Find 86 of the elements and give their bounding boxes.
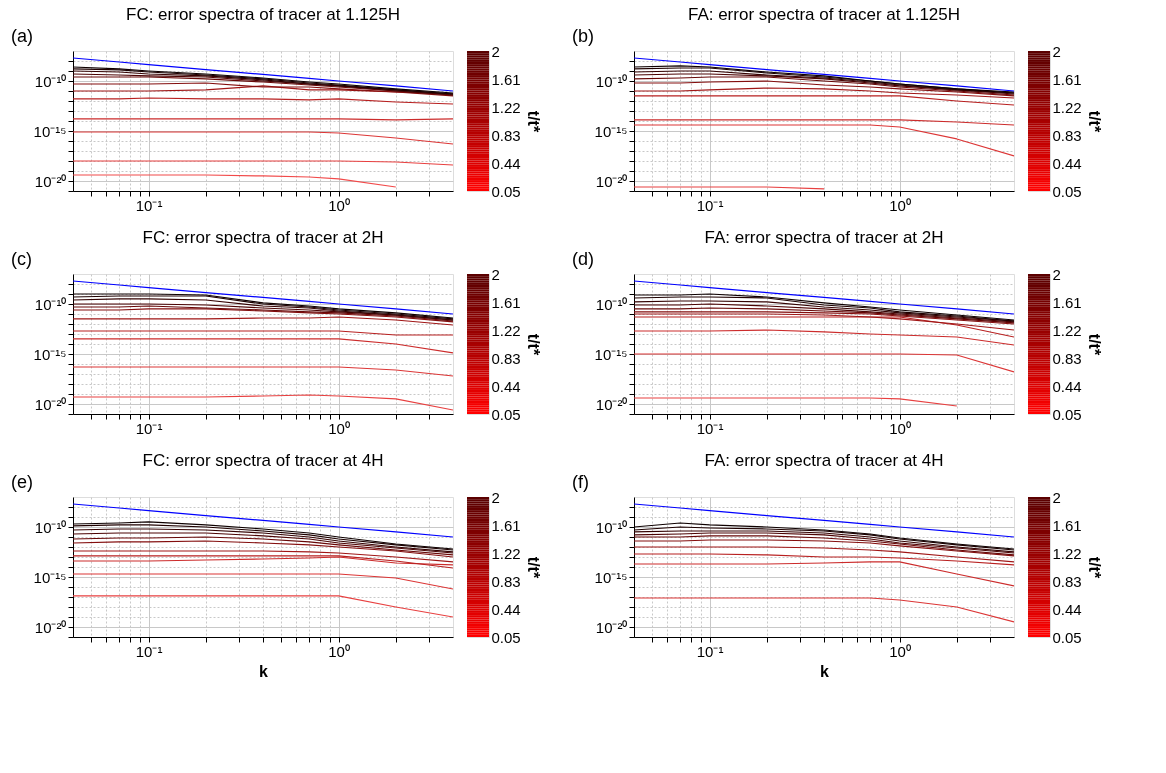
x-tick-label: 10⁻¹ (696, 642, 724, 660)
color-bar-title: t/t* (524, 333, 542, 356)
y-tick-label: 10⁻¹⁰ (34, 295, 67, 313)
color-bar-label: 1.61 (491, 293, 521, 311)
chart-title: FC: error spectra of tracer at 2H (142, 228, 384, 247)
y-tick-label: 10⁻²⁰ (34, 172, 67, 190)
color-bar-label: 0.83 (491, 349, 521, 367)
color-bar-label: 0.83 (1052, 126, 1082, 144)
color-bar-title: t/t* (524, 110, 542, 133)
color-bar-label: 0.44 (1052, 154, 1082, 172)
y-tick-label: 10⁻¹⁵ (594, 122, 628, 140)
x-axis-title: k (259, 662, 269, 680)
text: (e) (11, 472, 33, 492)
color-bar-label: 1.22 (1052, 321, 1082, 339)
color-bar-label: 1.22 (491, 321, 521, 339)
color-bar-label: 0.83 (1052, 572, 1082, 590)
color-bar-label: 2 (491, 42, 500, 60)
text: (b) (572, 26, 594, 46)
x-tick-label: 10⁰ (328, 642, 350, 660)
color-bar-label: 2 (1052, 488, 1061, 506)
x-axis-title: k (820, 662, 830, 680)
y-tick-label: 10⁻¹⁰ (595, 518, 628, 536)
color-bar-label: 1.61 (1052, 293, 1082, 311)
color-bar-title: t/t* (1085, 556, 1103, 579)
x-tick-label: 10⁰ (889, 196, 911, 214)
color-bar-label: 1.22 (491, 544, 521, 562)
color-bar-label: 0.44 (491, 600, 521, 618)
y-tick-label: 10⁻²⁰ (595, 618, 628, 636)
color-bar-label: 0.44 (1052, 377, 1082, 395)
x-tick-label: 10⁰ (328, 196, 350, 214)
chart-title: FC: error spectra of tracer at 1.125H (126, 5, 400, 24)
color-bar-label: 0.83 (491, 572, 521, 590)
color-bar-label: 0.44 (491, 377, 521, 395)
color-bar-label: 2 (1052, 42, 1061, 60)
text: (c) (11, 249, 32, 269)
y-tick-label: 10⁻¹⁵ (594, 568, 628, 586)
color-bar-label: 2 (491, 265, 500, 283)
y-tick-label: 10⁻¹⁰ (34, 72, 67, 90)
color-bar-label: 1.61 (491, 70, 521, 88)
y-tick-label: 10⁻²⁰ (34, 395, 67, 413)
x-tick-label: 10⁻¹ (696, 419, 724, 437)
x-tick-label: 10⁻¹ (696, 196, 724, 214)
x-tick-label: 10⁰ (889, 642, 911, 660)
color-bar-label: 1.22 (1052, 544, 1082, 562)
color-bar-label: 0.05 (1052, 182, 1082, 200)
y-tick-label: 10⁻¹⁵ (594, 345, 628, 363)
x-tick-label: 10⁻¹ (135, 419, 163, 437)
color-bar-label: 0.83 (491, 126, 521, 144)
text: (d) (572, 249, 594, 269)
color-bar-title: t/t* (524, 556, 542, 579)
color-bar-label: 2 (1052, 265, 1061, 283)
color-bar-label: 1.22 (491, 98, 521, 116)
x-tick-label: 10⁰ (889, 419, 911, 437)
color-bar-label: 0.44 (1052, 600, 1082, 618)
y-tick-label: 10⁻¹⁵ (33, 568, 67, 586)
x-tick-label: 10⁰ (328, 419, 350, 437)
color-bar-label: 1.61 (1052, 70, 1082, 88)
color-bar-title: t/t* (1085, 333, 1103, 356)
y-tick-label: 10⁻¹⁵ (33, 345, 67, 363)
color-bar-title: t/t* (1085, 110, 1103, 133)
color-bar-label: 0.05 (491, 405, 521, 423)
color-bar-label: 0.05 (1052, 628, 1082, 646)
y-tick-label: 10⁻¹⁰ (595, 295, 628, 313)
chart-title: FA: error spectra of tracer at 1.125H (687, 5, 961, 24)
text: (a) (11, 26, 33, 46)
color-bar-label: 2 (491, 488, 500, 506)
color-bar-label: 1.22 (1052, 98, 1082, 116)
chart-title: FC: error spectra of tracer at 4H (142, 451, 384, 470)
color-bar-label: 0.44 (491, 154, 521, 172)
color-bar-label: 0.05 (491, 628, 521, 646)
x-tick-label: 10⁻¹ (135, 196, 163, 214)
y-tick-label: 10⁻¹⁰ (34, 518, 67, 536)
chart-title: FA: error spectra of tracer at 4H (704, 451, 944, 470)
color-bar-label: 1.61 (1052, 516, 1082, 534)
text: (f) (572, 472, 589, 492)
color-bar-label: 0.05 (491, 182, 521, 200)
y-tick-label: 10⁻¹⁰ (595, 72, 628, 90)
y-tick-label: 10⁻²⁰ (595, 395, 628, 413)
y-tick-label: 10⁻²⁰ (34, 618, 67, 636)
color-bar-label: 0.05 (1052, 405, 1082, 423)
y-tick-label: 10⁻²⁰ (595, 172, 628, 190)
y-tick-label: 10⁻¹⁵ (33, 122, 67, 140)
color-bar-label: 1.61 (491, 516, 521, 534)
x-tick-label: 10⁻¹ (135, 642, 163, 660)
color-bar-label: 0.83 (1052, 349, 1082, 367)
chart-title: FA: error spectra of tracer at 2H (704, 228, 944, 247)
